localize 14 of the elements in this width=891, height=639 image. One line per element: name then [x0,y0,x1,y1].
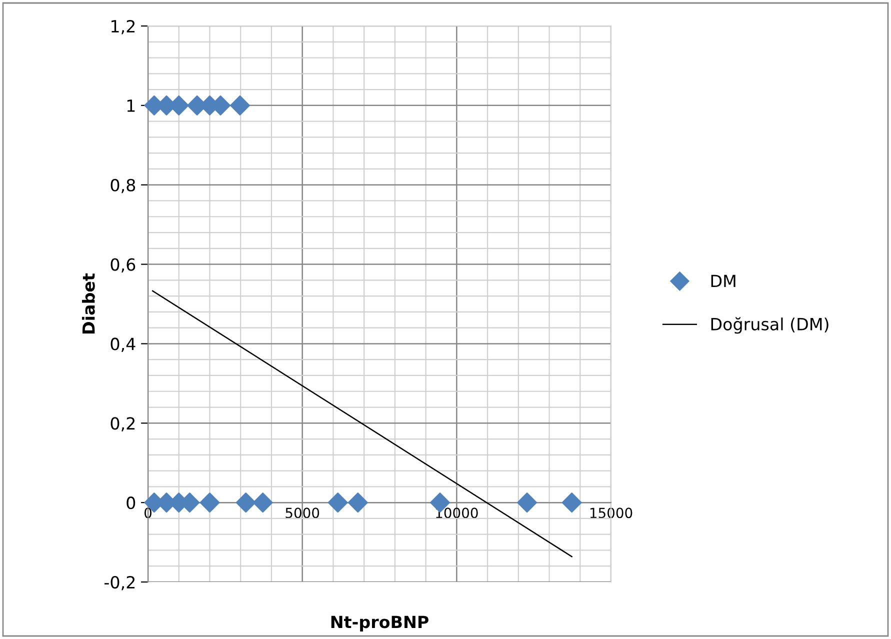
y-tick-label: -0,2 [104,576,135,590]
y-tick-label: 0,4 [110,338,136,352]
legend-label: Doğrusal (DM) [711,317,828,334]
x-tick-label: 5000 [286,508,320,518]
y-tick-label: 0,2 [110,417,135,432]
y-tick-label: 0 [126,496,136,510]
y-tick-label: 0,6 [110,258,136,273]
legend-label: DM [711,274,736,287]
y-tick-label: 1 [127,100,135,112]
x-tick-label: 15000 [590,508,632,518]
y-tick-label: 0,8 [110,178,136,194]
y-axis-title: Diabet [82,273,95,334]
x-axis-title: Nt-proBNP [331,616,428,632]
y-tick-label: 1,2 [112,20,135,34]
